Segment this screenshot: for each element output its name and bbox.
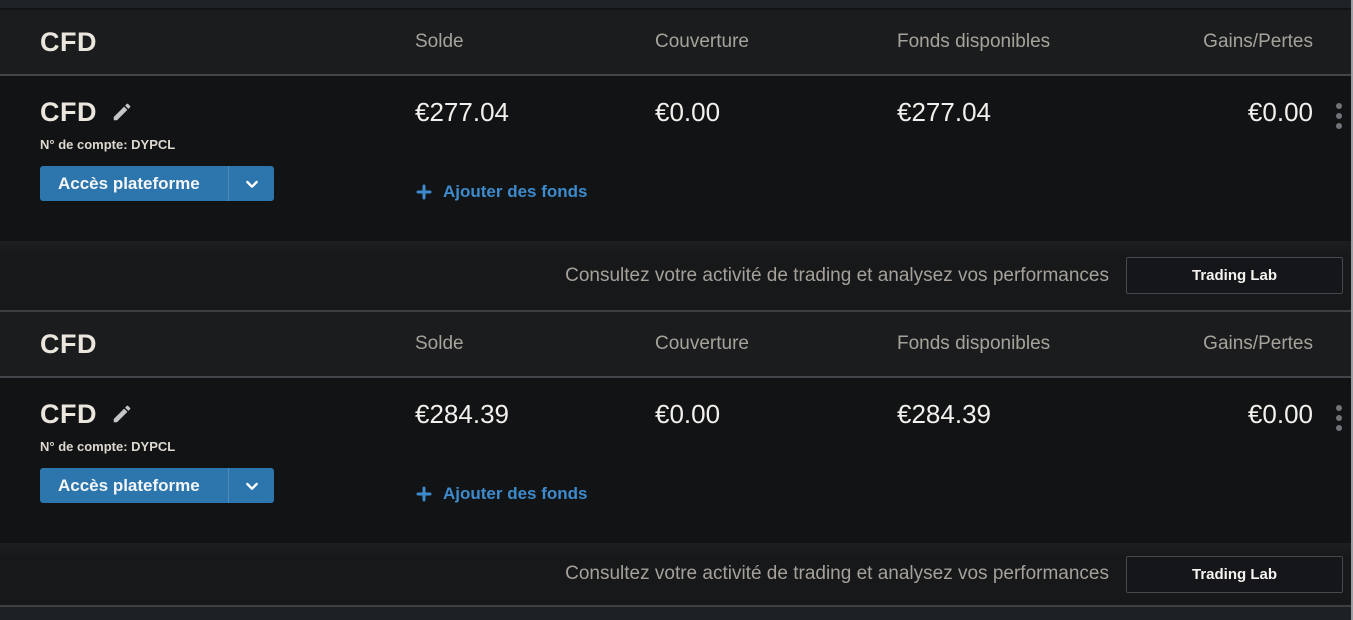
- column-header-fonds-disponibles: Fonds disponibles: [897, 333, 1051, 354]
- column-header-gains-pertes: Gains/Pertes: [1203, 31, 1313, 52]
- couverture-value: €0.00: [655, 399, 721, 429]
- fonds-disponibles-value: €284.39: [897, 399, 991, 429]
- gains-pertes-cell: €0.00: [1125, 92, 1313, 241]
- section-title: CFD: [40, 328, 97, 359]
- account-number: N° de compte: DYPCL: [40, 137, 176, 152]
- solde-value: €277.04: [415, 97, 509, 127]
- add-funds-label: Ajouter des fonds: [443, 484, 588, 503]
- platform-access-label: Accès plateforme: [58, 173, 200, 193]
- trading-lab-button[interactable]: Trading Lab: [1126, 555, 1343, 593]
- trading-lab-button[interactable]: Trading Lab: [1126, 257, 1343, 294]
- fonds-disponibles-cell: €284.39: [897, 394, 1125, 543]
- add-funds-link[interactable]: Ajouter des fonds: [415, 484, 588, 504]
- account-info-cell: CFD N° de compte: DYPCL Accès plateforme: [40, 394, 415, 543]
- section-header-cfd-1: CFD Solde Couverture Fonds disponibles G…: [0, 10, 1351, 76]
- trading-lab-row-1: Consultez votre activité de trading et a…: [0, 241, 1351, 312]
- top-divider-bar: [0, 0, 1351, 10]
- solde-cell: €284.39 Ajouter des fonds: [415, 394, 655, 543]
- platform-access-label: Accès plateforme: [58, 475, 200, 495]
- section-header-cfd-2: CFD Solde Couverture Fonds disponibles G…: [0, 312, 1351, 378]
- account-info-cell: CFD N° de compte: DYPCL Accès plateforme: [40, 92, 415, 241]
- add-funds-link[interactable]: Ajouter des fonds: [415, 182, 588, 202]
- fonds-disponibles-cell: €277.04: [897, 92, 1125, 241]
- column-header-couverture: Couverture: [655, 333, 749, 354]
- plus-icon: [415, 183, 433, 201]
- edit-pencil-icon[interactable]: [111, 403, 133, 425]
- chevron-down-icon[interactable]: [228, 468, 274, 503]
- solde-cell: €277.04 Ajouter des fonds: [415, 92, 655, 241]
- kebab-menu-icon[interactable]: [1335, 404, 1343, 543]
- account-name: CFD: [40, 398, 97, 429]
- account-row-1: CFD N° de compte: DYPCL Accès plateforme…: [0, 76, 1351, 241]
- account-row-2: CFD N° de compte: DYPCL Accès plateforme…: [0, 378, 1351, 543]
- section-title: CFD: [40, 26, 97, 57]
- chevron-down-icon[interactable]: [228, 166, 274, 201]
- gains-pertes-value: €0.00: [1247, 97, 1313, 127]
- trading-lab-description: Consultez votre activité de trading et a…: [565, 563, 1109, 584]
- column-header-fonds-disponibles: Fonds disponibles: [897, 31, 1051, 52]
- column-header-solde: Solde: [415, 31, 464, 52]
- column-header-gains-pertes: Gains/Pertes: [1203, 333, 1313, 354]
- account-name: CFD: [40, 96, 97, 127]
- bottom-divider-bar: [0, 605, 1351, 620]
- column-header-solde: Solde: [415, 333, 464, 354]
- account-title-line: CFD: [40, 92, 133, 132]
- edit-pencil-icon[interactable]: [111, 101, 133, 123]
- solde-value: €284.39: [415, 399, 509, 429]
- trading-lab-description: Consultez votre activité de trading et a…: [565, 264, 1109, 286]
- add-funds-label: Ajouter des fonds: [443, 182, 588, 201]
- column-header-couverture: Couverture: [655, 31, 749, 52]
- gains-pertes-value: €0.00: [1247, 399, 1313, 429]
- fonds-disponibles-value: €277.04: [897, 97, 991, 127]
- account-number: N° de compte: DYPCL: [40, 439, 176, 454]
- row-menu-cell: [1313, 394, 1343, 543]
- platform-access-button[interactable]: Accès plateforme: [40, 166, 274, 201]
- account-title-line: CFD: [40, 394, 133, 434]
- gains-pertes-cell: €0.00: [1125, 394, 1313, 543]
- couverture-value: €0.00: [655, 97, 721, 127]
- trading-lab-row-2: Consultez votre activité de trading et a…: [0, 543, 1351, 605]
- row-menu-cell: [1313, 92, 1343, 241]
- kebab-menu-icon[interactable]: [1335, 102, 1343, 241]
- platform-access-button[interactable]: Accès plateforme: [40, 468, 274, 503]
- couverture-cell: €0.00: [655, 92, 897, 241]
- plus-icon: [415, 485, 433, 503]
- couverture-cell: €0.00: [655, 394, 897, 543]
